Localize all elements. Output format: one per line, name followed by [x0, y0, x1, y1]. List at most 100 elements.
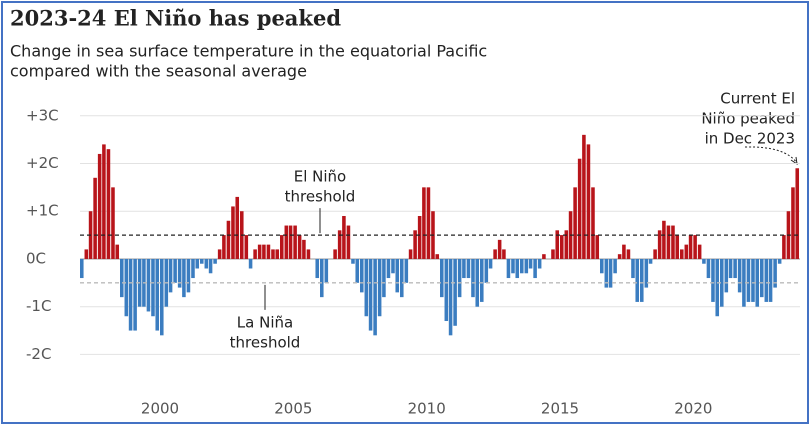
- bar: [84, 249, 89, 259]
- annotation-arrow: [744, 146, 798, 164]
- bar: [226, 220, 231, 259]
- bar: [337, 230, 342, 259]
- bar: [320, 258, 324, 298]
- bar: [195, 258, 200, 269]
- y-tick-label: 0C: [26, 249, 46, 267]
- annotation-arrowhead: [790, 156, 798, 166]
- annotation: Current El: [720, 90, 795, 108]
- bar: [502, 249, 506, 259]
- bar: [453, 258, 457, 326]
- bar: [537, 258, 542, 269]
- bar: [524, 258, 529, 274]
- bar: [400, 258, 404, 298]
- bar: [653, 249, 657, 259]
- bar: [586, 144, 591, 259]
- bar: [475, 258, 480, 307]
- bar: [746, 258, 751, 302]
- bar: [364, 258, 369, 317]
- bar: [204, 258, 209, 269]
- bar: [177, 258, 182, 288]
- bar: [360, 258, 364, 293]
- bar: [280, 235, 284, 259]
- bar: [671, 225, 675, 259]
- bar: [742, 258, 746, 307]
- bar: [213, 258, 217, 264]
- bar: [724, 258, 729, 293]
- bar: [493, 249, 497, 259]
- chart-subtitle: compared with the seasonal average: [10, 62, 307, 81]
- y-tick-label: -2C: [26, 345, 51, 363]
- bar: [577, 158, 582, 259]
- bar: [751, 258, 755, 302]
- bar: [315, 258, 320, 279]
- bar: [168, 258, 173, 293]
- bar: [435, 254, 440, 259]
- bar: [791, 187, 795, 259]
- annotation: Niño peaked: [701, 110, 795, 128]
- bar: [422, 187, 426, 259]
- bar: [582, 134, 586, 259]
- bar: [595, 235, 600, 259]
- bar: [720, 258, 724, 307]
- bar: [93, 177, 97, 259]
- bar: [173, 258, 177, 283]
- chart-title: 2023-24 El Niño has peaked: [10, 6, 341, 31]
- bar: [600, 258, 604, 274]
- bar: [160, 258, 164, 336]
- bar: [355, 258, 360, 283]
- bar: [217, 249, 222, 259]
- bar: [520, 258, 524, 274]
- bar: [613, 258, 617, 274]
- bar: [271, 249, 275, 259]
- bar: [200, 258, 204, 264]
- threshold-label: La Niña: [237, 313, 293, 331]
- bar: [711, 258, 715, 302]
- bar: [391, 258, 395, 274]
- bar: [617, 254, 622, 259]
- bar: [635, 258, 640, 302]
- bar: [404, 258, 409, 283]
- bar: [515, 258, 520, 279]
- bar: [155, 258, 160, 331]
- bar: [253, 249, 257, 259]
- bar: [324, 258, 329, 283]
- bar: [675, 235, 680, 259]
- bar: [248, 258, 253, 269]
- bar: [297, 235, 302, 259]
- bar: [191, 258, 195, 279]
- bar: [626, 249, 631, 259]
- bar: [111, 187, 115, 259]
- bar: [306, 249, 311, 259]
- bar: [275, 249, 280, 259]
- bar: [128, 258, 133, 331]
- bar: [631, 258, 635, 279]
- bar: [186, 258, 191, 293]
- bar: [733, 258, 737, 279]
- bar: [480, 258, 484, 302]
- bar: [266, 244, 271, 259]
- bar: [426, 187, 431, 259]
- bar: [662, 220, 666, 259]
- bar: [257, 244, 262, 259]
- bar: [551, 249, 555, 259]
- x-tick-label: 2015: [541, 400, 579, 418]
- bar: [462, 258, 466, 279]
- bar: [106, 149, 111, 259]
- bar: [511, 258, 515, 274]
- bar: [373, 258, 377, 336]
- bar: [737, 258, 742, 293]
- bar: [573, 187, 577, 259]
- bar: [115, 244, 120, 259]
- threshold-label: threshold: [230, 333, 301, 351]
- bar: [688, 235, 693, 259]
- bar: [657, 230, 662, 259]
- bar: [288, 225, 293, 259]
- bar: [702, 258, 706, 264]
- bar: [386, 258, 391, 279]
- bar: [333, 249, 337, 259]
- y-tick-label: +1C: [26, 202, 59, 220]
- bar: [466, 258, 471, 279]
- bar: [262, 244, 266, 259]
- bar: [666, 225, 671, 259]
